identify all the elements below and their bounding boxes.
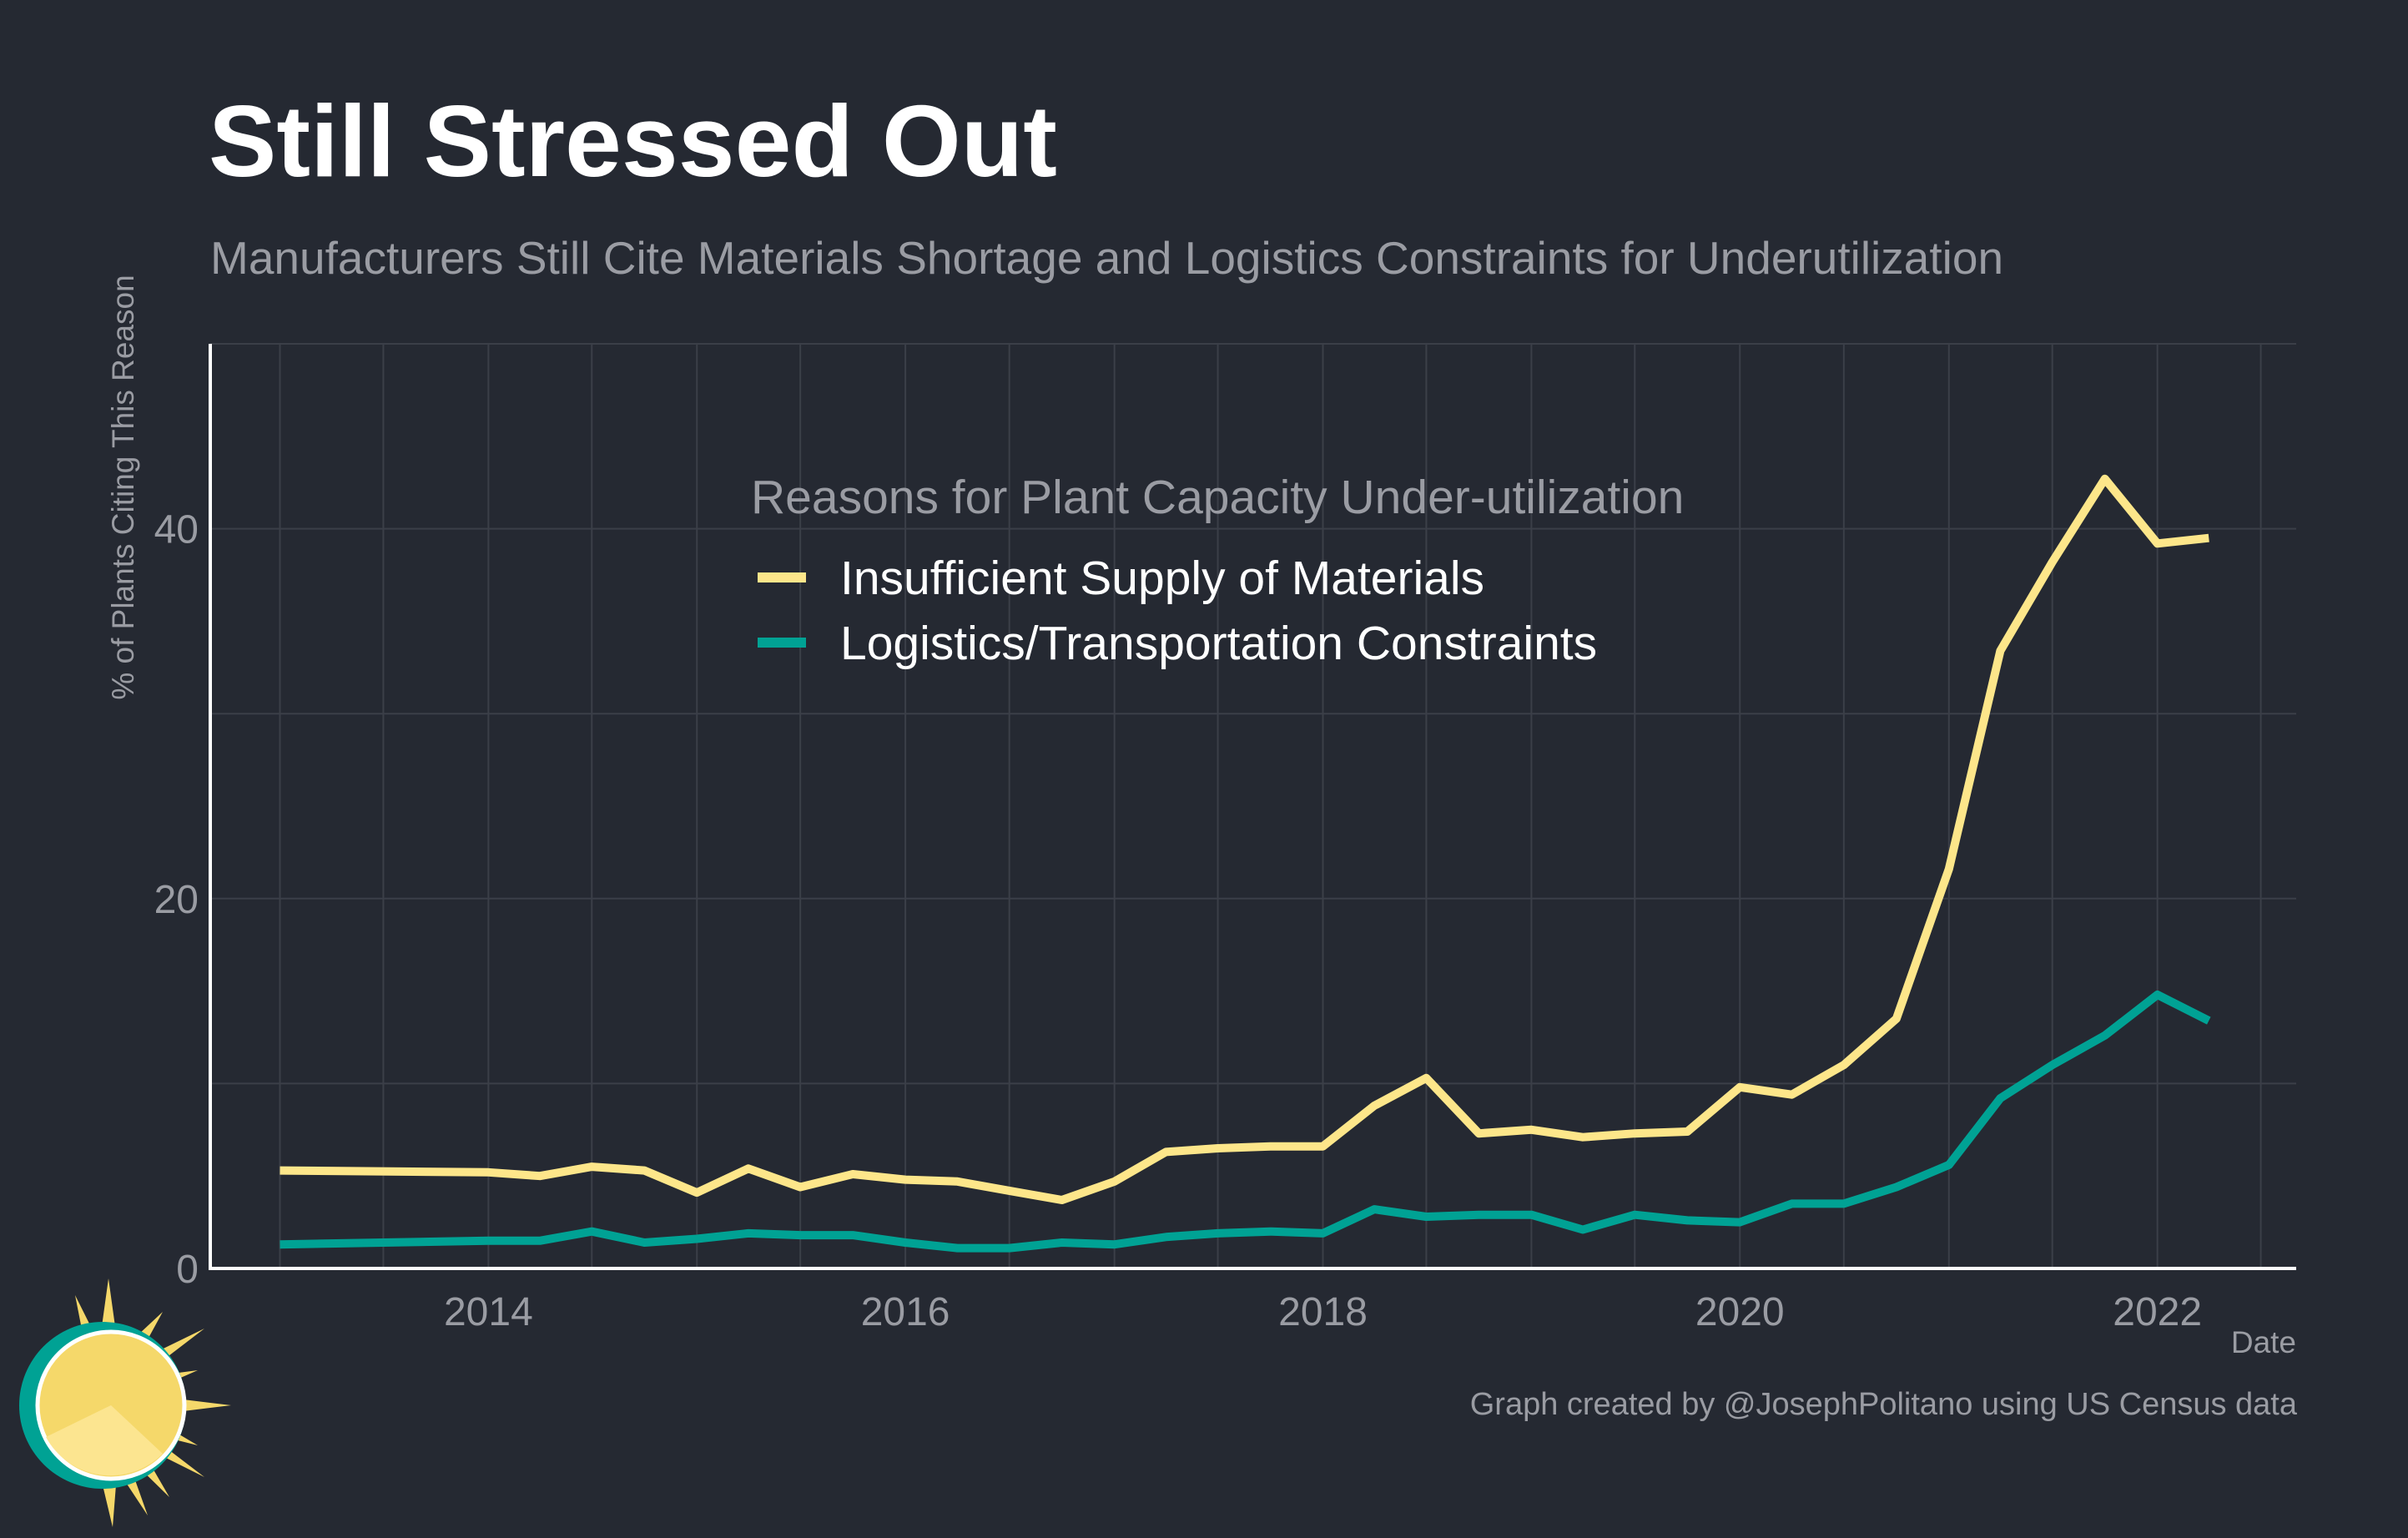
series-line-logistics <box>280 991 2211 1253</box>
legend: Reasons for Plant Capacity Under-utiliza… <box>751 471 1684 670</box>
y-tick-label: 20 <box>154 878 199 922</box>
y-tick-label: 40 <box>154 508 199 552</box>
legend-title: Reasons for Plant Capacity Under-utiliza… <box>751 471 1684 524</box>
x-tick-label: 2014 <box>444 1290 533 1334</box>
x-tick-label: 2022 <box>2113 1290 2202 1334</box>
y-axis-label: % of Plants Citing This Reason <box>106 275 140 699</box>
chart-subtitle: Manufacturers Still Cite Materials Short… <box>210 232 2004 284</box>
y-tick-label: 0 <box>176 1248 199 1292</box>
sun-logo-icon <box>19 1278 231 1527</box>
tick-labels: 0 20 40 2014 2016 2018 2020 2022 <box>154 508 2202 1334</box>
x-axis-label: Date <box>2231 1325 2296 1359</box>
legend-label-materials: Insufficient Supply of Materials <box>840 552 1484 605</box>
x-tick-label: 2018 <box>1278 1290 1368 1334</box>
x-tick-label: 2020 <box>1695 1290 1785 1334</box>
series-lines <box>280 474 2211 1253</box>
legend-label-logistics: Logistics/Transportation Constraints <box>840 617 1597 670</box>
source-caption: Graph created by @JosephPolitano using U… <box>1469 1387 2297 1422</box>
axes <box>209 344 2296 1270</box>
series-line-materials <box>280 474 2209 1204</box>
x-tick-label: 2016 <box>861 1290 950 1334</box>
grid-lines <box>210 343 2296 1268</box>
chart-title: Still Stressed Out <box>209 84 1057 198</box>
